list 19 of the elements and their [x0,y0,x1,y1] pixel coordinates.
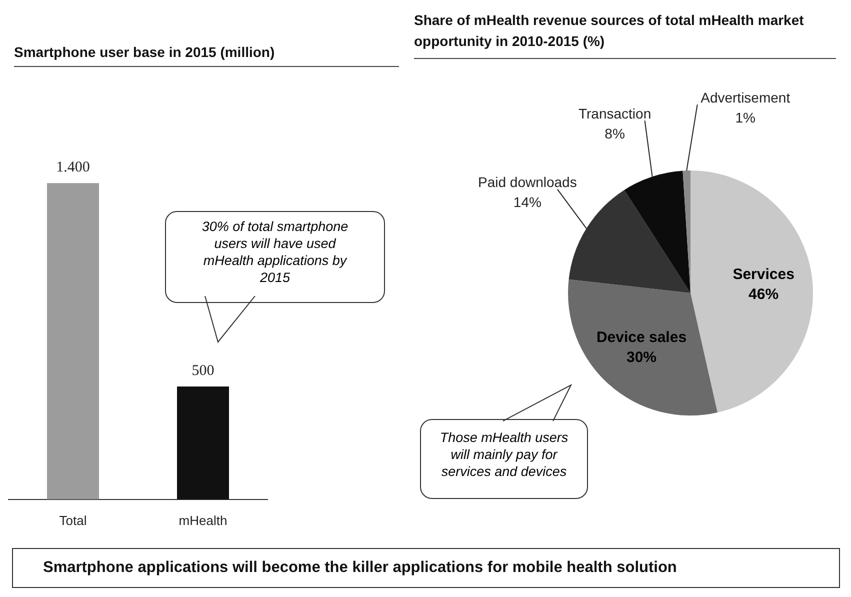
chart-title: Share of mHealth revenue sources of total mHealth market opportunity in 2010-2015 (%) [414,10,836,59]
data-label: 46% [748,286,779,303]
x-tick-label: mHealth [178,512,228,528]
data-label: 1.400 [56,160,90,176]
x-tick-label: Total [59,512,87,528]
data-label: 14% [513,194,542,210]
chart-title: Smartphone user base in 2015 (million) [14,44,399,67]
slice-label: Device sales [596,328,687,346]
slice-label: Advertisement [700,89,790,106]
data-label: 500 [192,362,214,379]
text: Those mHealth users will mainly pay for services and devices [420,419,588,499]
data-label: 8% [604,125,625,142]
data-label: 30% [626,348,657,366]
slice-label: Transaction [578,105,652,122]
data-label: 1% [735,109,756,126]
slice-label: Services [732,266,794,283]
slice-label: Paid downloads [478,174,577,190]
annotation: 30% of total smartphone users will have used mHealth applications by 2015 [165,211,385,303]
text: Smartphone applications will become the killer applications for mobile health solution [12,548,840,588]
